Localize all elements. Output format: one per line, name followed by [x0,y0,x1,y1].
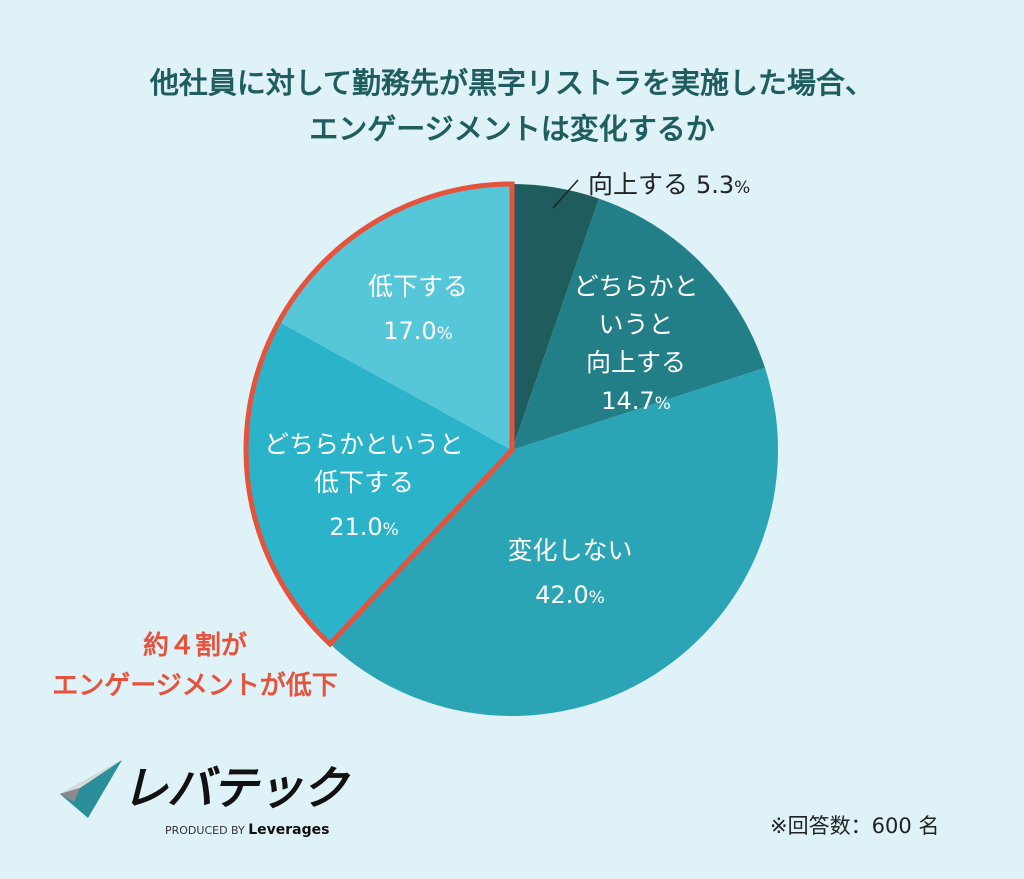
produced-by: PRODUCED BY Leverages [165,822,330,838]
label-somewhat-decline: どちらかというと 低下する 21.0% [263,430,465,541]
leader-line [552,179,579,209]
pie-slice-1 [512,198,765,450]
logo-text: レバテック [122,761,348,815]
logo-icon [60,760,122,818]
respondent-note: ※回答数：600 名 [770,814,940,838]
label-somewhat-improve: どちらかと いうと 向上する 14.7% [573,272,699,415]
chart-title: 他社員に対して勤務先が黒字リストラを実施した場合、 エンゲージメントは変化するか [0,60,1024,152]
pie-slice-0 [512,184,599,450]
label-improve: 向上する 5.3% [588,170,751,199]
title-line-2: エンゲージメントは変化するか [309,112,715,146]
highlight-outline [243,181,515,648]
title-line-1: 他社員に対して勤務先が黒字リストラを実施した場合、 [149,66,875,100]
label-no-change: 変化しない 42.0% [507,536,633,609]
pie-slice-3 [246,321,512,644]
callout-text: 約４割が エンゲージメントが低下 [52,631,338,701]
label-decline: 低下する 17.0% [367,272,469,345]
pie-slice-2 [329,367,778,716]
